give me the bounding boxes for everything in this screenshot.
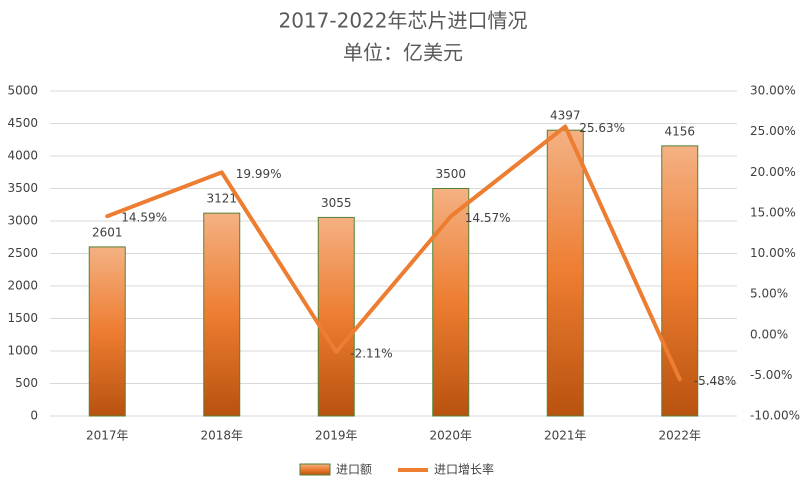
y-tick-label: 4500 bbox=[7, 116, 38, 130]
y2-tick-label: -10.00% bbox=[750, 409, 800, 423]
legend-label: 进口增长率 bbox=[434, 462, 494, 477]
y-tick-label: 1500 bbox=[7, 311, 38, 325]
y-tick-label: 4000 bbox=[7, 149, 38, 163]
x-tick-label: 2020年 bbox=[429, 429, 472, 443]
y2-tick-label: 10.00% bbox=[750, 246, 796, 260]
y-tick-label: 3000 bbox=[7, 214, 38, 228]
y-tick-label: 2500 bbox=[7, 246, 38, 260]
bar bbox=[203, 212, 241, 417]
bar-value-label: 4397 bbox=[550, 109, 581, 123]
y2-tick-label: 30.00% bbox=[750, 84, 796, 98]
bar-value-label: 4156 bbox=[664, 124, 695, 138]
line bbox=[105, 124, 682, 382]
y2-tick-label: 20.00% bbox=[750, 165, 796, 179]
bar-value-label: 2601 bbox=[92, 225, 123, 239]
y2-tick-label: 25.00% bbox=[750, 124, 796, 138]
line-value-label: -5.48% bbox=[694, 374, 736, 388]
bar bbox=[432, 188, 470, 417]
bar bbox=[661, 145, 699, 417]
x-tick-label: 2019年 bbox=[315, 429, 358, 443]
x-tick-label: 2022年 bbox=[658, 429, 701, 443]
bar bbox=[317, 216, 355, 417]
line-value-label: 25.63% bbox=[579, 121, 625, 135]
chart-subtitle: 单位：亿美元 bbox=[343, 41, 463, 65]
bar-value-label: 3055 bbox=[321, 196, 352, 210]
chart-title: 2017-2022年芯片进口情况 bbox=[278, 9, 527, 33]
y-tick-label: 2000 bbox=[7, 279, 38, 293]
y2-tick-label: -5.00% bbox=[750, 368, 792, 382]
y2-tick-label: 0.00% bbox=[750, 327, 788, 341]
y-tick-label: 0 bbox=[30, 409, 38, 423]
bar bbox=[546, 129, 584, 417]
x-tick-label: 2021年 bbox=[544, 429, 587, 443]
line-value-label: 14.59% bbox=[121, 211, 167, 225]
y-tick-label: 500 bbox=[15, 376, 38, 390]
bar-value-label: 3500 bbox=[435, 167, 466, 181]
y-tick-label: 1000 bbox=[7, 344, 38, 358]
bar-value-label: 3121 bbox=[206, 192, 237, 206]
y-tick-label: 3500 bbox=[7, 181, 38, 195]
line-value-label: 14.57% bbox=[465, 211, 511, 225]
legend-swatch bbox=[299, 463, 331, 476]
legend-label: 进口额 bbox=[336, 463, 372, 477]
x-tick-label: 2017年 bbox=[86, 429, 129, 443]
bar bbox=[88, 246, 126, 417]
y2-tick-label: 5.00% bbox=[750, 287, 788, 301]
y-tick-label: 5000 bbox=[7, 84, 38, 98]
line-value-label: -2.11% bbox=[350, 346, 392, 360]
x-tick-label: 2018年 bbox=[200, 429, 243, 443]
y2-tick-label: 15.00% bbox=[750, 205, 796, 219]
line-value-label: 19.99% bbox=[236, 167, 282, 181]
